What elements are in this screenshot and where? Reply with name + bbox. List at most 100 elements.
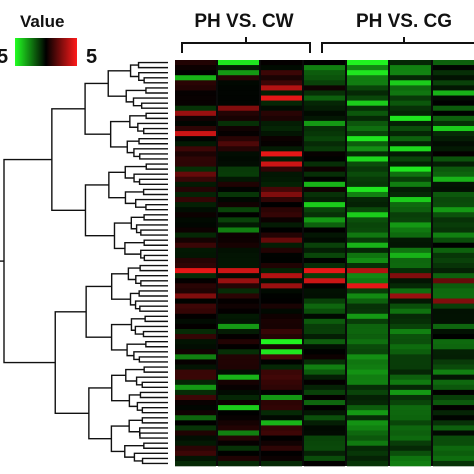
heatmap-cell — [347, 217, 388, 223]
dendrogram-branch — [140, 229, 168, 236]
dendrogram-branch — [145, 340, 168, 348]
heatmap-cell — [390, 161, 431, 167]
heatmap-cell — [218, 313, 259, 320]
heatmap-cell — [175, 222, 216, 228]
heatmap-cell — [261, 105, 302, 112]
heatmap-cell — [304, 176, 345, 183]
heatmap-cell — [304, 197, 345, 203]
heatmap-cell — [390, 247, 431, 254]
heatmap-cell — [347, 384, 388, 391]
dendrogram-branch — [54, 311, 89, 415]
dendrogram-branch — [84, 184, 115, 237]
heatmap-cell — [175, 420, 216, 426]
heatmap-cell — [218, 217, 259, 223]
heatmap-cell — [304, 115, 345, 122]
heatmap-cell — [304, 263, 345, 269]
heatmap-cell — [218, 278, 259, 284]
heatmap-cell — [347, 120, 388, 127]
heatmap-cell — [261, 161, 302, 167]
heatmap-cell — [304, 318, 345, 325]
dendrogram-branch — [125, 368, 145, 382]
heatmap-cell — [433, 405, 474, 411]
heatmap-cell — [304, 80, 345, 86]
heatmap-cell — [218, 232, 259, 238]
heatmap-cells — [175, 60, 474, 467]
heatmap-cell — [390, 80, 431, 86]
heatmap-cell — [261, 273, 302, 279]
heatmap-cell — [175, 146, 216, 152]
heatmap-cell — [218, 450, 259, 457]
heatmap-cell — [390, 334, 431, 340]
heatmap-cell — [347, 339, 388, 345]
heatmap-cell — [304, 435, 345, 441]
heatmap-cell — [175, 237, 216, 244]
heatmap-cell — [433, 349, 474, 355]
heatmap-cell — [218, 339, 259, 345]
heatmap-cell — [175, 171, 216, 178]
heatmap-cell — [390, 110, 431, 117]
heatmap-cell — [433, 207, 474, 213]
heatmap-cell — [304, 415, 345, 421]
heatmap-cell — [218, 141, 259, 147]
heatmap-cell — [261, 120, 302, 127]
heatmap-cell — [347, 100, 388, 106]
heatmap-cell — [175, 70, 216, 76]
heatmap-cell — [304, 425, 345, 431]
heatmap-cell — [347, 95, 388, 101]
heatmap-cell — [433, 410, 474, 416]
heatmap-cell — [390, 156, 431, 162]
dendrogram-branch — [133, 148, 168, 158]
heatmap-cell — [261, 278, 302, 284]
heatmap-cell — [218, 374, 259, 381]
heatmap-cell — [304, 70, 345, 76]
heatmap-cell — [347, 125, 388, 132]
heatmap-cell — [218, 349, 259, 355]
heatmap-cell — [261, 65, 302, 71]
dendrogram-branch — [141, 417, 168, 424]
heatmap-cell — [175, 252, 216, 259]
heatmap-cell — [175, 384, 216, 391]
heatmap-cell — [218, 359, 259, 365]
heatmap-cell — [390, 197, 431, 203]
heatmap-cell — [390, 293, 431, 299]
heatmap-cell — [304, 440, 345, 447]
heatmap-cell — [433, 389, 474, 396]
heatmap-cell — [218, 242, 259, 249]
heatmap-cell — [304, 323, 345, 330]
heatmap-cell — [218, 125, 259, 132]
heatmap-cell — [433, 420, 474, 426]
heatmap-cell — [261, 288, 302, 294]
heatmap-cell — [175, 65, 216, 71]
heatmap-cell — [347, 303, 388, 309]
heatmap-cell — [175, 344, 216, 350]
heatmap-cell — [261, 115, 302, 122]
heatmap-cell — [261, 293, 302, 299]
heatmap-cell — [218, 389, 259, 396]
group-bracket-ph-vs-cg — [321, 37, 474, 53]
heatmap-cell — [433, 369, 474, 375]
heatmap-cell — [175, 379, 216, 386]
heatmap-cell — [304, 207, 345, 213]
heatmap-cell — [175, 303, 216, 309]
heatmap-cell — [347, 65, 388, 71]
heatmap-cell — [218, 298, 259, 304]
heatmap-cell — [218, 268, 259, 274]
dendrogram-branch — [145, 163, 168, 170]
row-dendrogram — [0, 61, 168, 465]
heatmap-cell — [304, 252, 345, 259]
heatmap-cell — [433, 242, 474, 249]
heatmap-cell — [175, 298, 216, 304]
heatmap-cell — [433, 181, 474, 188]
heatmap-cell — [218, 207, 259, 213]
heatmap-cell — [304, 328, 345, 335]
heatmap-cell — [175, 141, 216, 147]
heatmap-cell — [175, 455, 216, 462]
dendrogram-branch — [130, 318, 146, 331]
heatmap-cell — [304, 191, 345, 198]
heatmap-cell — [347, 146, 388, 152]
heatmap-cell — [218, 115, 259, 122]
dendrogram-branch — [138, 137, 168, 145]
dendrogram-branch — [145, 87, 168, 94]
heatmap-cell — [218, 379, 259, 386]
heatmap-cell — [175, 405, 216, 411]
